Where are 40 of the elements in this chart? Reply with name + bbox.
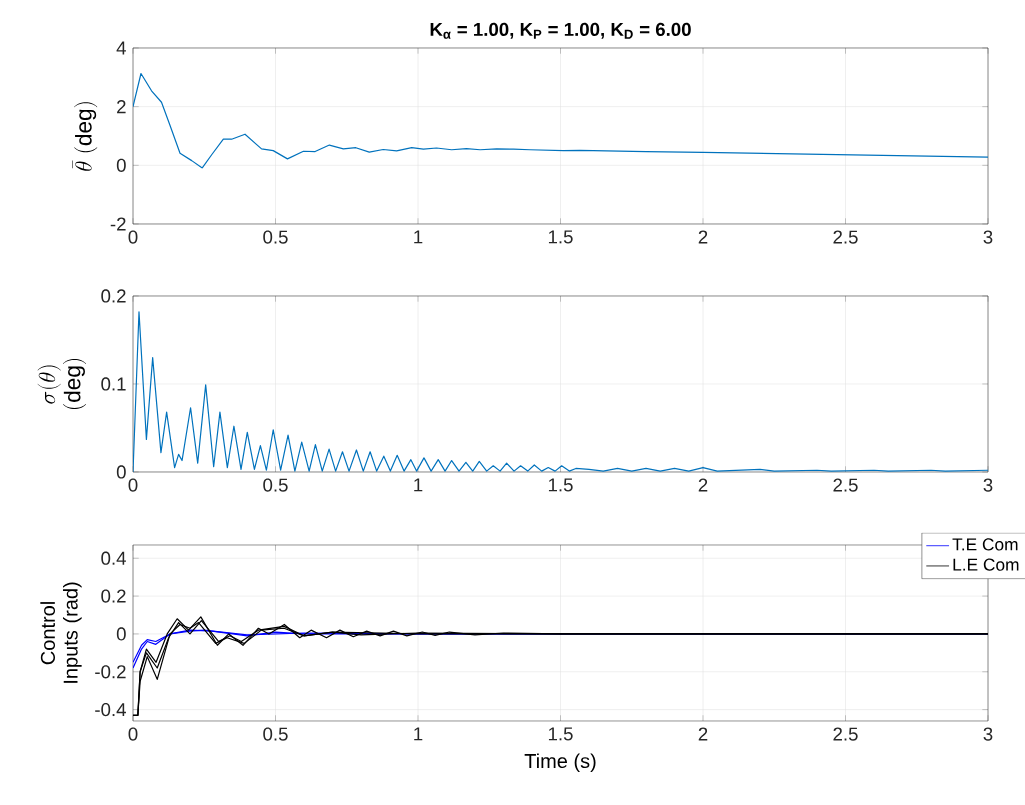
y-tick-label: 2 [117, 100, 126, 114]
y-axis-title: $\begin{array}{c}\sigma(\theta)\\ (\mathrm{deg})\end{array}$ [37, 359, 87, 409]
y-tick-label: 0.4 [101, 551, 126, 565]
x-tick-label: 0.5 [263, 230, 288, 244]
y-tick-label: -0.4 [95, 702, 126, 717]
x-tick-label: 1 [414, 727, 423, 741]
x-tick-label: 1.5 [548, 478, 573, 492]
x-tick-label: 2 [698, 230, 708, 244]
x-tick-label: 0 [128, 230, 138, 244]
x-tick-label: 2.5 [833, 230, 858, 244]
y-tick-label: 0.1 [101, 377, 126, 391]
x-tick-label: 0.5 [263, 478, 288, 492]
x-tick-label: 1 [414, 478, 423, 492]
x-tick-label: 1.5 [548, 727, 573, 741]
x-axis-title: Time (s) [524, 753, 596, 773]
x-tick-label: 3 [983, 478, 993, 492]
x-tick-label: 0.5 [263, 727, 288, 741]
y-tick-label: 0.2 [101, 289, 126, 303]
legend-label: T.E Com [952, 538, 1018, 551]
y-tick-label: 0.2 [101, 589, 126, 603]
y-tick-label: -2 [110, 217, 126, 231]
x-tick-label: 0 [128, 727, 138, 741]
x-tick-label: 3 [983, 230, 993, 244]
y-tick-label: 4 [116, 41, 126, 55]
y-axis-title: $\bar{\theta}\ (\mathrm{deg})$ [72, 102, 98, 171]
y-tick-label: 0 [116, 465, 126, 479]
x-tick-label: 2.5 [833, 727, 858, 741]
y-tick-label: -0.2 [95, 665, 126, 679]
x-tick-label: 2 [698, 727, 708, 741]
x-tick-label: 3 [983, 727, 993, 741]
y-axis-title: Control Inputs (rad) [40, 582, 82, 683]
x-tick-label: 2.5 [833, 478, 858, 492]
legend-label: L.E Com [953, 558, 1019, 571]
chart-title: K$_{α}$ = 1.00, K$_{P}$ = 1.00, K$_{D}$ = 6.00 [430, 22, 691, 39]
x-tick-label: 1.5 [548, 230, 573, 244]
x-tick-label: 0 [128, 478, 138, 492]
x-tick-label: 1 [414, 230, 423, 244]
x-tick-label: 2 [698, 478, 708, 492]
y-tick-label: 0 [116, 627, 126, 641]
y-tick-label: 0 [116, 158, 126, 172]
